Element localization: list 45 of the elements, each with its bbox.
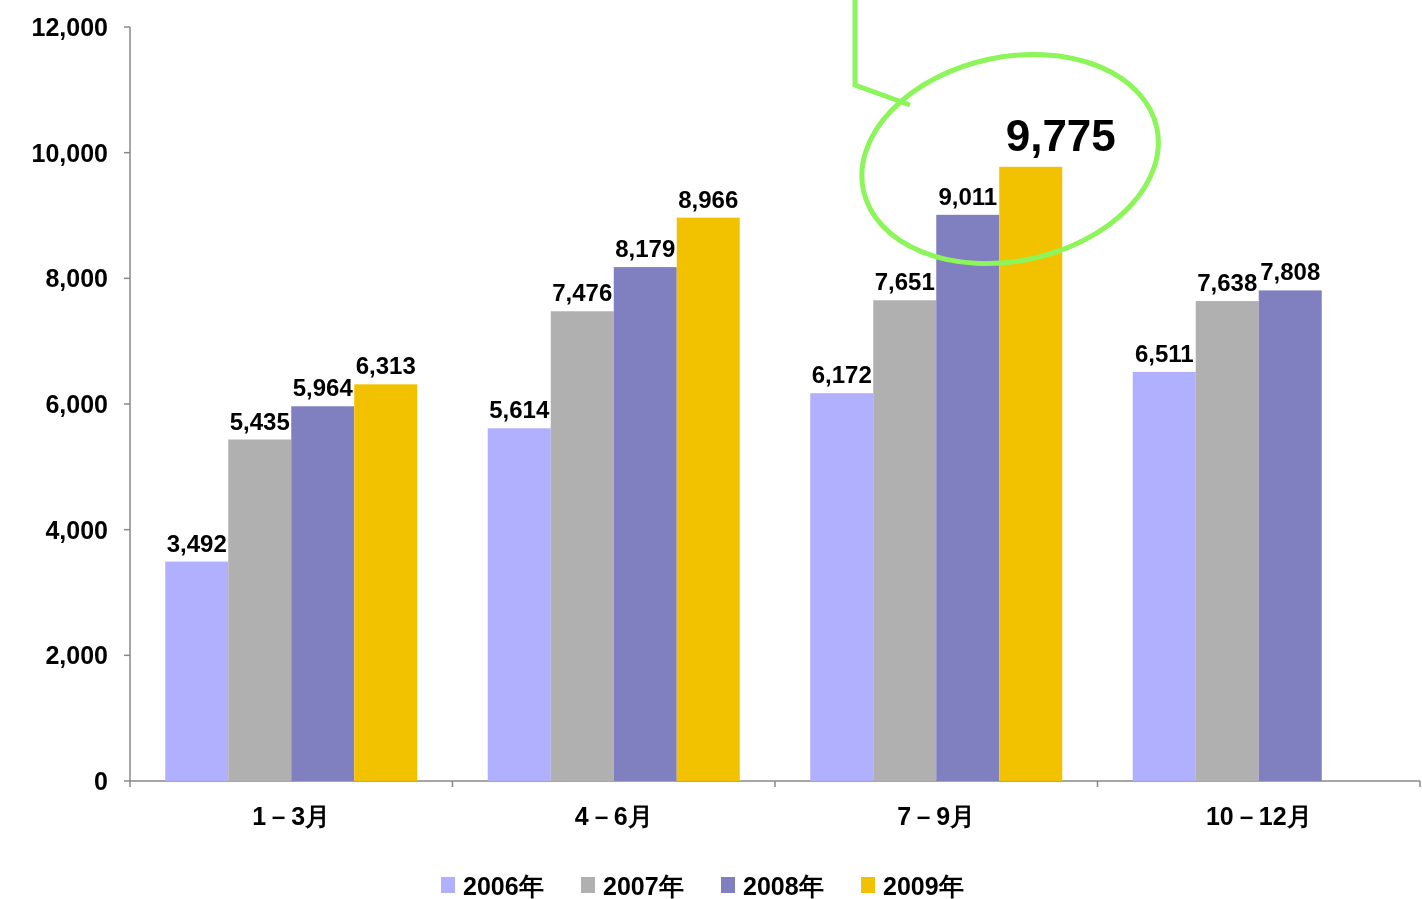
y-tick-label: 6,000 xyxy=(45,390,108,418)
data-label: 9,775 xyxy=(1005,110,1116,160)
bar xyxy=(676,217,740,781)
y-tick-label: 0 xyxy=(94,767,108,795)
y-tick-label: 8,000 xyxy=(45,264,108,293)
x-tick-label: 7－9月 xyxy=(897,802,976,830)
data-label: 7,638 xyxy=(1197,269,1258,297)
y-tick-label: 4,000 xyxy=(45,515,108,544)
legend-label: 2006年 xyxy=(463,872,544,899)
bar xyxy=(165,561,229,781)
y-tick-label: 2,000 xyxy=(45,641,108,670)
y-tick-label: 10,000 xyxy=(31,138,108,167)
data-label: 3,492 xyxy=(166,529,227,557)
x-tick-label: 4－6月 xyxy=(574,802,653,830)
bar xyxy=(873,300,937,781)
legend-label: 2007年 xyxy=(603,872,684,899)
bar xyxy=(810,393,874,781)
y-tick-label: 12,000 xyxy=(31,13,108,41)
bar xyxy=(228,439,292,781)
bar xyxy=(1195,301,1259,781)
data-label: 5,964 xyxy=(292,374,354,402)
data-label: 9,011 xyxy=(938,182,998,210)
bar xyxy=(487,428,551,781)
bar xyxy=(1258,290,1322,781)
bar xyxy=(291,406,355,781)
data-label: 6,172 xyxy=(811,361,872,389)
data-label: 7,476 xyxy=(552,279,613,307)
x-tick-label: 10－12月 xyxy=(1205,802,1312,830)
data-label: 7,651 xyxy=(874,268,935,296)
data-label: 6,511 xyxy=(1134,339,1194,367)
bar xyxy=(354,384,418,781)
data-label: 6,313 xyxy=(355,352,416,380)
data-label: 7,808 xyxy=(1260,258,1321,286)
bar xyxy=(936,214,1000,781)
data-label: 5,614 xyxy=(489,396,550,424)
bar xyxy=(1132,371,1196,781)
data-label: 8,966 xyxy=(678,185,739,213)
legend-label: 2009年 xyxy=(883,872,964,899)
data-label: 8,179 xyxy=(615,235,676,263)
bar xyxy=(613,267,677,781)
bar xyxy=(550,311,614,781)
data-label: 5,435 xyxy=(229,407,290,435)
bar xyxy=(999,166,1063,781)
legend-label: 2008年 xyxy=(743,872,824,899)
x-tick-label: 1－3月 xyxy=(252,802,331,830)
